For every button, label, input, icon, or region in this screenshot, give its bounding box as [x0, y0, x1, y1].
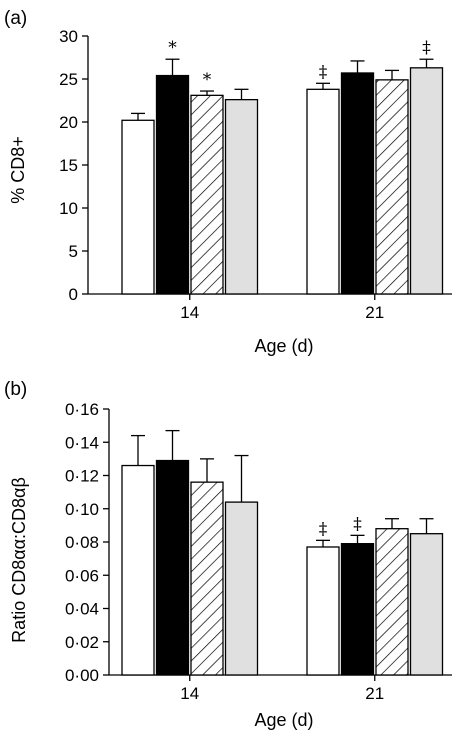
y-axis-title: % CD8+	[8, 136, 28, 204]
y-tick-label: 20	[59, 113, 78, 132]
y-tick-label: 25	[59, 70, 78, 89]
x-tick-label: 21	[365, 684, 384, 703]
y-tick-label: 0·04	[65, 600, 99, 619]
bar	[306, 88, 340, 295]
y-tick-label: 0	[69, 285, 78, 304]
bar	[155, 74, 190, 295]
panel-label: (a)	[4, 8, 27, 29]
bar	[375, 528, 409, 676]
bar	[121, 119, 155, 295]
panel-label: (b)	[4, 379, 27, 400]
x-tick-label: 21	[365, 303, 384, 322]
bar	[340, 72, 375, 295]
bar	[409, 67, 444, 295]
bar-chart-a: (a) % CD8+ Age (d) 0 5 10 15 20 25 30 * * 14 ‡ ‡ 21	[4, 8, 452, 356]
y-tick-label: 0·14	[65, 433, 99, 452]
bar	[121, 464, 155, 676]
significance-mark: *	[168, 38, 177, 58]
y-tick-label: 0·06	[65, 566, 99, 585]
chart-panel-b: (b) Ratio CD8αα:CD8αβ Age (d) 0·00 0·02 0·…	[0, 368, 464, 736]
bar	[409, 533, 444, 676]
y-tick-label: 0·02	[65, 633, 99, 652]
x-tick-label: 14	[180, 303, 199, 322]
y-tick-label: 0·08	[65, 533, 99, 552]
plot-area: 0·00 0·02 0·04 0·06 0·08 0·10 0·12 0·14 0·16 14 ‡ ‡…	[65, 400, 452, 703]
significance-mark: ‡	[353, 514, 362, 534]
chart-panel-a: (a) % CD8+ Age (d) 0 5 10 15 20 25 30 * * 14 ‡ ‡ 21	[4, 8, 452, 356]
bar	[224, 501, 259, 676]
x-tick-label: 14	[180, 684, 199, 703]
y-tick-label: 15	[59, 156, 78, 175]
bar	[190, 481, 224, 676]
bar-chart-b: (b) Ratio CD8αα:CD8αβ Age (d) 0·000·020·…	[4, 379, 452, 730]
y-tick-label: 10	[59, 199, 78, 218]
y-tick-label: 0·12	[65, 467, 99, 486]
plot-area: 0 5 10 15 20 25 30 * * 14 ‡ ‡ 21	[59, 27, 452, 322]
y-tick-label: 5	[69, 242, 78, 261]
bar	[306, 546, 340, 676]
y-tick-label: 0·10	[65, 500, 99, 519]
significance-mark: ‡	[422, 38, 431, 58]
bar	[224, 98, 259, 295]
bar	[375, 79, 409, 295]
bar	[190, 94, 224, 295]
bar	[340, 543, 375, 676]
significance-mark: ‡	[319, 62, 328, 82]
y-tick-label: 0·16	[65, 400, 99, 419]
x-axis-title: Age (d)	[254, 336, 313, 356]
x-axis-title: Age (d)	[254, 710, 313, 730]
bar	[155, 459, 190, 676]
significance-mark: ‡	[319, 519, 328, 539]
y-axis-title: Ratio CD8αα:CD8αβ	[9, 477, 29, 643]
y-tick-label: 30	[59, 27, 78, 46]
y-tick-label: 0·00	[65, 666, 99, 685]
significance-mark: *	[203, 70, 212, 90]
